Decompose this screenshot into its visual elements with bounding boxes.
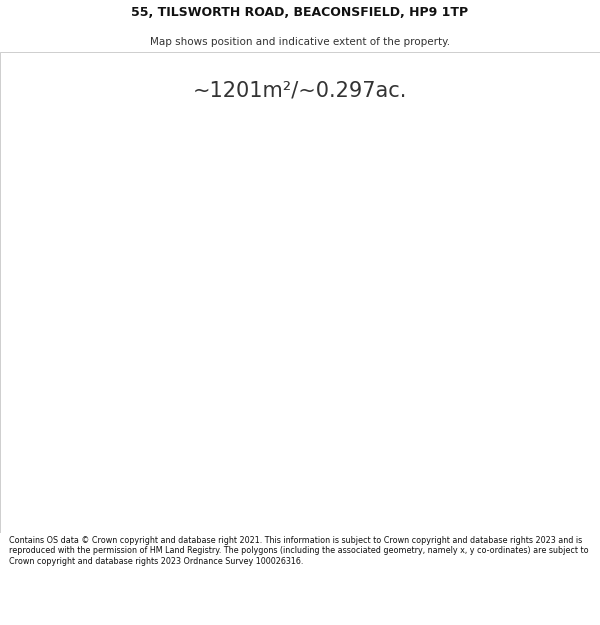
Text: ~1201m²/~0.297ac.: ~1201m²/~0.297ac. — [193, 80, 407, 100]
Text: Contains OS data © Crown copyright and database right 2021. This information is : Contains OS data © Crown copyright and d… — [9, 536, 589, 566]
Text: 55, TILSWORTH ROAD, BEACONSFIELD, HP9 1TP: 55, TILSWORTH ROAD, BEACONSFIELD, HP9 1T… — [131, 6, 469, 19]
Polygon shape — [0, 0, 476, 42]
Text: Map shows position and indicative extent of the property.: Map shows position and indicative extent… — [150, 37, 450, 47]
